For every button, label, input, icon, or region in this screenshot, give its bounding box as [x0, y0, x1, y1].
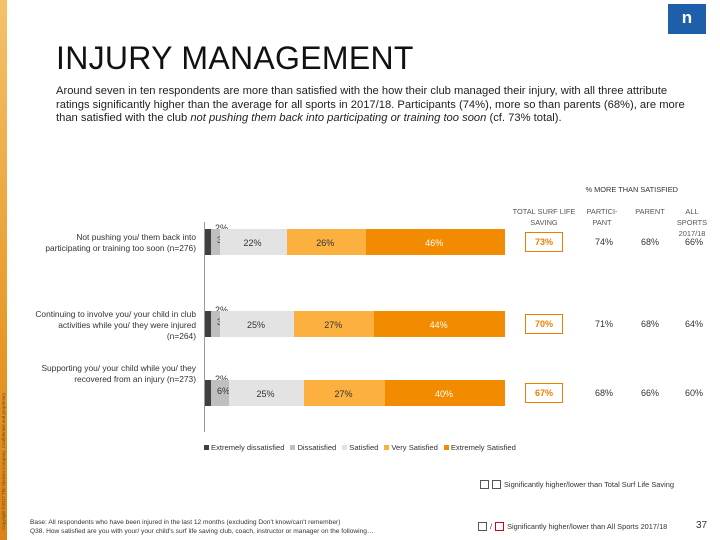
column-header-parent: PARENT [635, 207, 665, 216]
bar-segment-dissatisfied [210, 311, 220, 337]
bar-segment-dissatisfied [211, 380, 229, 406]
nielsen-logo: n [668, 4, 706, 34]
table-cell-participant: 74% [594, 237, 613, 247]
footnote: Base: All respondents who have been inju… [30, 518, 430, 536]
bar-label-satisfied: 25% [246, 320, 265, 330]
bar-label-extremely-satisfied: 46% [425, 238, 444, 248]
legend-label: Extremely Satisfied [450, 443, 516, 452]
bar-axis [204, 222, 205, 432]
bar-label-satisfied: 22% [243, 238, 262, 248]
bar-label-extremely-dissatisfied: 2% [215, 374, 229, 384]
bar-label-very-satisfied: 27% [324, 320, 343, 330]
bar-segment-extremely-dissatisfied [205, 380, 211, 406]
legend-swatch [384, 445, 390, 450]
footnote-base: Base: All respondents who have been inju… [30, 519, 341, 526]
bar-label-extremely-satisfied: 40% [435, 389, 454, 399]
legend-swatch [204, 445, 209, 450]
subtitle-emphasis: not pushing them back into participating… [190, 112, 487, 125]
key-square-all-sports-red [495, 522, 505, 531]
key-all-sports-label: Significantly higher/lower than All Spor… [507, 522, 668, 531]
logo-letter: n [681, 8, 693, 27]
table-cell-parent: 68% [640, 237, 659, 247]
bar-label-satisfied: 25% [256, 389, 275, 399]
row-label-supporting: Supporting you/ your child while you/ th… [41, 363, 196, 384]
legend-swatch [342, 445, 348, 450]
key-total-significance: Significantly higher/lower than Total Su… [480, 480, 674, 489]
table-cell-participant: 71% [594, 319, 613, 329]
legend-item-very-satisfied: Very Satisfied [384, 443, 438, 452]
bar-segment-satisfied [220, 229, 287, 255]
key-square-all-sports [478, 522, 487, 531]
column-header-participant: PARTICI-PANT [586, 207, 618, 227]
legend-label: Dissatisfied [297, 443, 337, 452]
side-accent-bar [0, 0, 7, 540]
subtitle-text-end: (cf. 73% total). [486, 112, 562, 125]
legend-item-dissatisfied: Dissatisfied [290, 443, 336, 452]
total-value-badge: 67% [525, 383, 563, 403]
total-value-badge: 73% [525, 232, 563, 252]
bar-segment-extremely-satisfied [365, 229, 505, 255]
row-label-not-pushing: Not pushing you/ them back into particip… [45, 232, 196, 253]
page-number: 37 [696, 520, 708, 531]
bar-segment-very-satisfied [304, 380, 385, 406]
legend-label: Very Satisfied [391, 443, 438, 452]
bar-segment-extremely-dissatisfied [205, 311, 211, 337]
bar-segment-extremely-satisfied [385, 380, 505, 406]
subtitle-text: Around seven in ten respondents are more… [56, 85, 685, 125]
bar-segment-very-satisfied [286, 229, 366, 255]
bar-label-very-satisfied: 26% [316, 238, 335, 248]
bar-label-extremely-dissatisfied: 2% [215, 223, 229, 233]
bar-label-extremely-satisfied: 44% [429, 320, 448, 330]
legend-label: Extremely dissatisfied [211, 443, 285, 452]
chart-legend: Extremely dissatisfied Dissatisfied Satisf… [204, 443, 516, 452]
column-header-total: TOTAL SURF LIFE SAVING [512, 207, 576, 227]
bar-segment-satisfied [229, 380, 304, 406]
table-cell-parent: 66% [640, 388, 659, 398]
table-cell-all-sports: 64% [684, 319, 703, 329]
bar-segment-extremely-satisfied [374, 311, 505, 337]
bar-label-dissatisfied: 6% [217, 386, 231, 396]
legend-label: Satisfied [349, 443, 379, 452]
table-cell-parent: 68% [640, 319, 659, 329]
bar-label-very-satisfied: 27% [334, 389, 353, 399]
table-cell-all-sports: 66% [684, 237, 703, 247]
table-cell-participant: 68% [594, 388, 613, 398]
legend-item-satisfied: Satisfied [342, 443, 378, 452]
key-square-total [480, 480, 489, 489]
total-value-badge: 70% [525, 314, 563, 334]
legend-swatch [290, 445, 296, 450]
column-header-all-sports: ALL SPORTS 2017/18 [676, 207, 708, 238]
key-all-sports-significance: / Significantly higher/lower than All Sp… [478, 522, 667, 531]
legend-item-extremely-satisfied: Extremely Satisfied [443, 443, 516, 452]
legend-item-extremely-dissatisfied: Extremely dissatisfied [204, 443, 284, 452]
page-subtitle: Around seven in ten respondents are more… [56, 85, 696, 126]
bar-segment-extremely-dissatisfied [205, 229, 212, 255]
pct-more-than-satisfied-header: % MORE THAN SATISFIED [585, 185, 678, 194]
key-square-total-2 [492, 480, 501, 489]
bar-segment-satisfied [219, 311, 295, 337]
footnote-question: Q38. How satisfied are you with your/ yo… [30, 528, 374, 535]
row-label-continuing-to-involve: Continuing to involve you/ your child in… [35, 309, 196, 341]
bar-segment-dissatisfied [211, 229, 221, 255]
key-separator: / [490, 522, 493, 531]
legend-swatch [443, 445, 449, 450]
copyright-text: Copyright ©2017 The Nielsen Company. Con… [1, 392, 6, 530]
table-cell-all-sports: 60% [684, 388, 703, 398]
key-total-label: Significantly higher/lower than Total Su… [504, 480, 674, 489]
bar-segment-very-satisfied [294, 311, 375, 337]
page-title: INJURY MANAGEMENT [56, 40, 414, 76]
bar-label-extremely-dissatisfied: 2% [215, 305, 229, 315]
